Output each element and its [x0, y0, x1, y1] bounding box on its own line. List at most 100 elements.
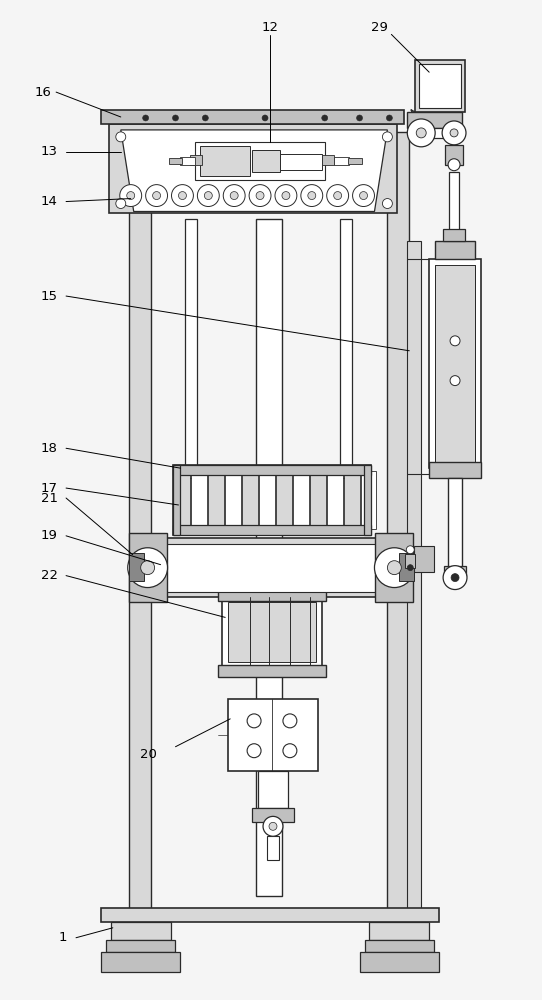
Bar — [407, 112, 462, 128]
Circle shape — [448, 159, 460, 171]
Bar — [252, 150, 280, 172]
Bar — [376, 533, 413, 602]
Circle shape — [263, 816, 283, 836]
Bar — [414, 546, 434, 572]
Text: 18: 18 — [41, 442, 57, 455]
Bar — [443, 229, 465, 241]
Text: 12: 12 — [261, 21, 279, 34]
Text: 14: 14 — [41, 195, 57, 208]
Bar — [399, 553, 414, 581]
Bar — [259, 471, 275, 529]
Bar — [218, 665, 326, 677]
Bar — [172, 465, 371, 475]
Circle shape — [388, 561, 401, 575]
Circle shape — [283, 744, 297, 758]
Bar — [444, 566, 466, 576]
Bar — [242, 471, 258, 529]
Bar — [169, 158, 183, 164]
Circle shape — [256, 192, 264, 200]
Bar — [419, 64, 461, 108]
Bar — [191, 471, 208, 529]
Circle shape — [353, 185, 375, 207]
Circle shape — [383, 199, 392, 209]
Bar — [252, 808, 294, 822]
Circle shape — [450, 336, 460, 346]
Circle shape — [450, 376, 460, 386]
Bar — [195, 142, 325, 180]
Bar — [172, 465, 180, 535]
Bar — [340, 219, 352, 478]
Circle shape — [143, 115, 149, 121]
Circle shape — [262, 115, 268, 121]
Bar — [280, 154, 322, 170]
Circle shape — [223, 185, 245, 207]
Bar — [190, 155, 202, 165]
Circle shape — [407, 565, 413, 571]
Text: 20: 20 — [140, 748, 157, 761]
Circle shape — [197, 185, 220, 207]
Circle shape — [450, 129, 458, 137]
Bar — [218, 590, 326, 601]
Circle shape — [416, 128, 426, 138]
Circle shape — [128, 548, 167, 588]
Bar — [322, 155, 334, 165]
Bar — [175, 471, 190, 529]
Bar — [370, 922, 429, 940]
Bar — [360, 471, 377, 529]
Bar — [201, 146, 250, 176]
Bar — [101, 952, 180, 972]
Text: 29: 29 — [371, 21, 388, 34]
Bar — [129, 132, 151, 913]
Circle shape — [357, 115, 363, 121]
Text: 13: 13 — [41, 145, 57, 158]
Bar — [267, 836, 279, 860]
Circle shape — [230, 192, 238, 200]
Bar — [435, 265, 475, 462]
Bar — [208, 471, 224, 529]
Circle shape — [383, 132, 392, 142]
Bar — [435, 241, 475, 259]
Bar — [365, 940, 434, 952]
Bar — [407, 241, 421, 918]
Bar — [445, 145, 463, 165]
Bar — [109, 124, 397, 213]
Circle shape — [247, 744, 261, 758]
Bar — [334, 157, 349, 165]
Bar — [429, 462, 481, 478]
Bar — [222, 597, 322, 667]
Circle shape — [334, 192, 341, 200]
Bar — [256, 219, 282, 896]
Circle shape — [141, 561, 154, 575]
Circle shape — [202, 115, 208, 121]
Bar — [101, 110, 404, 124]
Circle shape — [146, 185, 167, 207]
Bar — [409, 128, 461, 138]
Circle shape — [451, 574, 459, 582]
Circle shape — [308, 192, 316, 200]
Bar — [172, 525, 371, 535]
Circle shape — [116, 199, 126, 209]
Circle shape — [386, 115, 392, 121]
Text: 17: 17 — [41, 482, 57, 495]
Circle shape — [153, 192, 160, 200]
Circle shape — [171, 185, 193, 207]
Circle shape — [120, 185, 141, 207]
Text: 1: 1 — [59, 931, 67, 944]
Text: 22: 22 — [41, 569, 57, 582]
Text: 19: 19 — [41, 529, 57, 542]
Bar — [429, 259, 481, 468]
Circle shape — [269, 822, 277, 830]
Circle shape — [406, 546, 414, 554]
Bar — [111, 922, 171, 940]
Circle shape — [249, 185, 271, 207]
Circle shape — [283, 714, 297, 728]
Bar — [159, 538, 392, 597]
Circle shape — [375, 548, 414, 588]
Circle shape — [407, 119, 435, 147]
Bar — [228, 602, 316, 662]
Bar — [165, 544, 384, 592]
Circle shape — [359, 192, 367, 200]
Circle shape — [275, 185, 297, 207]
Bar — [185, 219, 197, 478]
Bar — [225, 471, 241, 529]
